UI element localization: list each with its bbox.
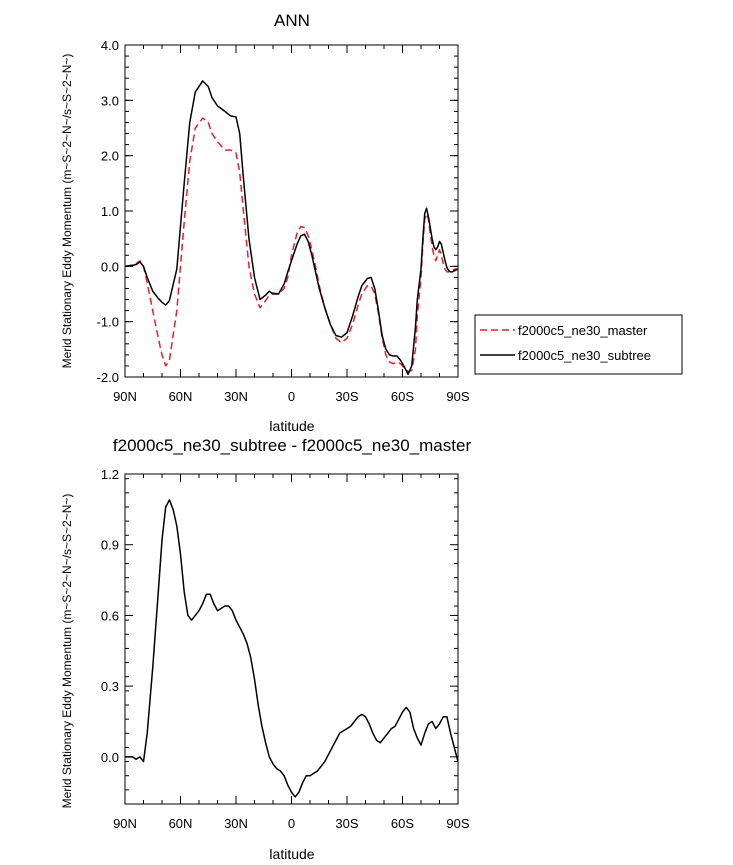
bottom-chart-y-tick-label: 0.0	[101, 750, 119, 765]
bottom-chart-x-tick-label: 30N	[224, 816, 248, 831]
top-chart-x-tick-label: 60S	[391, 389, 414, 404]
top-chart-y-tick-label: 3.0	[101, 93, 119, 108]
bottom-chart-title: f2000c5_ne30_subtree - f2000c5_ne30_mast…	[113, 436, 472, 455]
bottom-chart-y-tick-label: 0.6	[101, 608, 119, 623]
legend-frame	[474, 314, 683, 375]
top-chart-x-tick-label: 60N	[169, 389, 193, 404]
bottom-chart-y-tick-label: 1.2	[101, 467, 119, 482]
top-chart-title: ANN	[274, 11, 310, 30]
top-chart-plot-area: 90N 60N 30N 0 30S 60S 90S -2.0 -1.0 0.0 1.0 2.0 3.0 4…	[97, 38, 470, 404]
legend-label-subtree: f2000c5_ne30_subtree	[518, 348, 651, 363]
top-chart-series-0	[124, 117, 458, 373]
bottom-chart-x-tick-label: 0	[288, 816, 295, 831]
top-chart-y-tick-label: 1.0	[101, 204, 119, 219]
top-chart-y-tick-label: -2.0	[97, 370, 119, 385]
top-chart-y-tick-label: 2.0	[101, 149, 119, 164]
bottom-chart-x-tick-label: 90N	[113, 816, 137, 831]
bottom-chart-y-tick-label: 0.9	[101, 538, 119, 553]
top-chart-x-tick-label: 30N	[224, 389, 248, 404]
top-chart-x-tick-label: 90N	[113, 389, 137, 404]
top-chart-y-tick-label: -1.0	[97, 315, 119, 330]
top-chart-y-axis-label: Merid Stationary Eddy Momentum (m~S~2~N~…	[60, 54, 74, 369]
bottom-chart-y-axis-label: Merid Stationary Eddy Momentum (m~S~2~N~…	[60, 494, 74, 809]
top-chart-x-tick-label: 0	[288, 389, 295, 404]
top-chart-y-tick-label: 0.0	[101, 259, 119, 274]
bottom-chart-y-tick-label: 0.3	[101, 679, 119, 694]
bottom-chart-x-tick-label: 90S	[446, 816, 469, 831]
bottom-chart-panel: f2000c5_ne30_subtree - f2000c5_ne30_mast…	[60, 436, 471, 862]
bottom-chart-x-axis-label: latitude	[269, 846, 314, 862]
bottom-chart-x-tick-label: 30S	[335, 816, 358, 831]
bottom-chart-x-tick-label: 60N	[169, 816, 193, 831]
bottom-chart-series-0	[125, 499, 459, 798]
bottom-chart-plot-area: 90N 60N 30N 0 30S 60S 90S 0.0 0.3 0.6 0.9 1.2	[101, 467, 470, 831]
top-chart-x-tick-label: 30S	[335, 389, 358, 404]
top-chart-panel: ANN Merid Stationary Eddy Momentum (m~S~…	[60, 11, 470, 434]
bottom-chart-x-tick-label: 60S	[391, 816, 414, 831]
top-chart-series-1	[124, 80, 459, 375]
top-chart-x-axis-label: latitude	[269, 418, 314, 434]
bottom-chart-frame	[124, 473, 459, 805]
chart-legend: f2000c5_ne30_master f2000c5_ne30_subtree	[474, 314, 683, 375]
legend-label-master: f2000c5_ne30_master	[518, 323, 648, 338]
top-chart-y-tick-label: 4.0	[101, 38, 119, 53]
top-chart-x-tick-label: 90S	[446, 389, 469, 404]
